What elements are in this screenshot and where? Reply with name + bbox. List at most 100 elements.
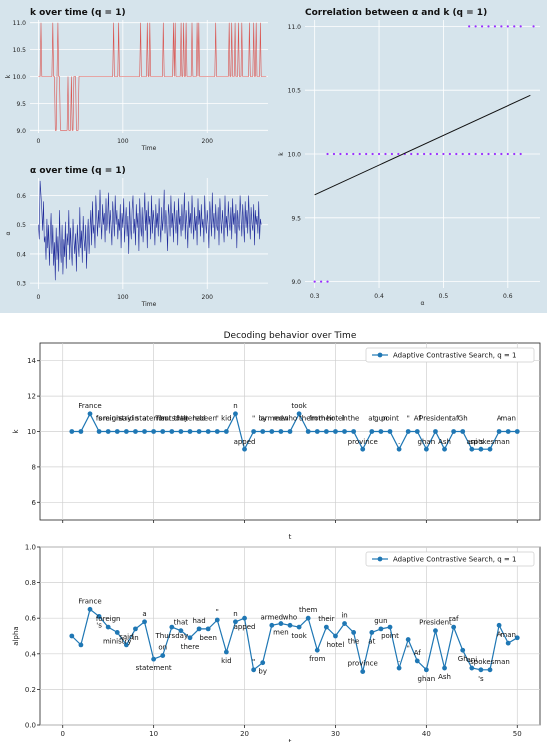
decoding-k-token-label: ani — [466, 438, 477, 446]
decoding-alpha-token-label: them — [299, 606, 317, 614]
decoding-k-data-point — [114, 429, 120, 434]
decoding-alpha-data-point — [151, 656, 157, 662]
decoding-k-data-point — [169, 429, 175, 434]
decoding-k-data-point — [378, 429, 384, 434]
k-time-ytick-label: 9.0 — [16, 128, 26, 135]
decoding-alpha-token-label: said — [119, 633, 133, 641]
decoding-k-token-label: man — [500, 415, 516, 423]
decoding-alpha-data-point — [242, 615, 247, 621]
decoding-alpha-data-point — [333, 633, 338, 639]
decoding-k-token-label: in — [132, 415, 138, 423]
decoding-k-token-label: a — [142, 415, 146, 423]
decoding-k-title: Decoding behavior over Time — [224, 331, 357, 341]
decoding-alpha-data-point — [178, 628, 184, 634]
decoding-k-token-label: 's — [96, 415, 102, 423]
decoding-alpha-data-point — [214, 617, 220, 623]
decoding-alpha-xtick-label: 30 — [331, 730, 340, 738]
decoding-alpha-data-point — [223, 649, 229, 655]
decoding-k-token-label: armed — [261, 415, 284, 423]
decoding-k-token-label: by — [258, 415, 267, 423]
corr-scatter-point — [480, 152, 484, 156]
decoding-alpha-token-label: ministry — [103, 637, 132, 645]
decoding-alpha-token-label: been — [199, 634, 217, 642]
decoding-alpha-xlabel: t — [289, 738, 292, 742]
decoding-k-data-point — [451, 429, 457, 434]
k-time-xtick-label: 100 — [117, 138, 129, 145]
corr-scatter-point — [474, 152, 477, 156]
decoding-k-data-point — [360, 446, 366, 452]
decoding-alpha-data-point — [423, 667, 429, 673]
decoding-k-ytick-label: 14 — [27, 357, 36, 365]
decoding-alpha-data-point — [342, 621, 347, 626]
decoding-alpha-data-point — [369, 630, 375, 635]
corr-scatter-point — [468, 25, 471, 28]
decoding-alpha-token-label: their — [318, 615, 334, 623]
corr-scatter-point — [384, 152, 387, 156]
decoding-alpha-data-point — [460, 647, 466, 653]
decoding-k-data-point — [142, 429, 147, 434]
decoding-alpha-ytick-label: 0.2 — [25, 686, 36, 694]
decoding-k-data-point — [460, 429, 466, 434]
alpha-time-series-line — [38, 180, 262, 281]
decoding-k-data-point — [160, 429, 166, 434]
decoding-k-token-label: spokesman — [470, 438, 510, 446]
decoding-alpha-data-point — [196, 626, 202, 632]
decoding-k-data-point — [433, 429, 438, 434]
decoding-k-data-point — [105, 429, 111, 434]
corr-ylabel: k — [278, 152, 285, 156]
corr-xtick-label: 0.3 — [310, 293, 320, 300]
decoding-k-data-point — [233, 411, 238, 417]
decoding-alpha-data-point — [142, 619, 147, 625]
decoding-alpha-data-point — [414, 658, 420, 664]
decoding-alpha-token-label: on — [158, 644, 167, 652]
decoding-alpha-data-point — [269, 622, 275, 628]
decoding-alpha-token-label: gun — [374, 617, 387, 625]
decoding-alpha-ytick-label: 0.6 — [25, 615, 37, 623]
decoding-k-group: 6 8 10 12 14 Decoding behavior over Time t k Fra… — [12, 331, 541, 541]
decoding-k-token-label: apped — [234, 438, 256, 446]
corr-scatter-point — [319, 280, 323, 283]
decoding-alpha-data-point — [405, 637, 411, 642]
corr-scatter-point — [352, 152, 355, 156]
corr-xlabel: α — [421, 300, 425, 307]
corr-scatter-point — [423, 152, 426, 156]
corr-scatter-point — [390, 152, 394, 156]
decoding-k-token-label: in — [341, 415, 347, 423]
decoding-k-data-point — [387, 429, 393, 434]
decoding-k-token-label: Gh — [458, 415, 468, 423]
decoding-alpha-ytick-label: 0.0 — [25, 722, 36, 730]
decoding-alpha-legend: Adaptive Contrastive Search, q = 1 — [365, 551, 535, 567]
decoding-k-data-point — [487, 446, 493, 452]
decoding-k-data-point — [269, 429, 275, 434]
decoding-k-token-label: their — [318, 415, 334, 423]
decoding-alpha-token-label: there — [181, 643, 200, 651]
decoding-alpha-data-point — [451, 624, 457, 630]
decoding-k-token-label: n — [233, 402, 237, 410]
decoding-alpha-token-label: n — [233, 610, 237, 618]
decoding-k-token-label: men — [273, 415, 289, 423]
decoding-alpha-axes-frame — [39, 546, 541, 726]
corr-scatter-point — [442, 152, 445, 156]
corr-scatter-point — [358, 152, 361, 156]
decoding-alpha-token-label: 's — [478, 675, 484, 683]
decoding-alpha-token-label: . — [398, 656, 400, 664]
decoding-k-data-point — [96, 429, 102, 434]
corr-group: 9.0 9.5 10.0 10.5 11.0 0.3 0.4 0.5 0.6 Correlatio… — [278, 8, 540, 307]
corr-ytick-label: 10.0 — [288, 152, 302, 159]
corr-scatter-point — [468, 152, 471, 156]
decoding-k-token-label: statement — [136, 415, 172, 423]
corr-fit-line — [314, 94, 531, 196]
decoding-alpha-token-label: foreign — [96, 615, 121, 623]
decoding-alpha-token-label: France — [78, 597, 101, 605]
decoding-alpha-token-label: in — [132, 634, 138, 642]
corr-scatter-point — [461, 152, 464, 156]
decoding-alpha-data-point — [323, 624, 329, 630]
decoding-k-data-point — [314, 429, 320, 434]
corr-scatter-point — [448, 152, 451, 156]
decoding-alpha-token-label: kid — [221, 657, 231, 665]
decoding-k-data-point — [278, 429, 284, 434]
decoding-alpha-data-point — [351, 630, 357, 635]
decoding-k-token-label: France — [78, 402, 101, 410]
decoding-k-data-point — [496, 429, 502, 434]
